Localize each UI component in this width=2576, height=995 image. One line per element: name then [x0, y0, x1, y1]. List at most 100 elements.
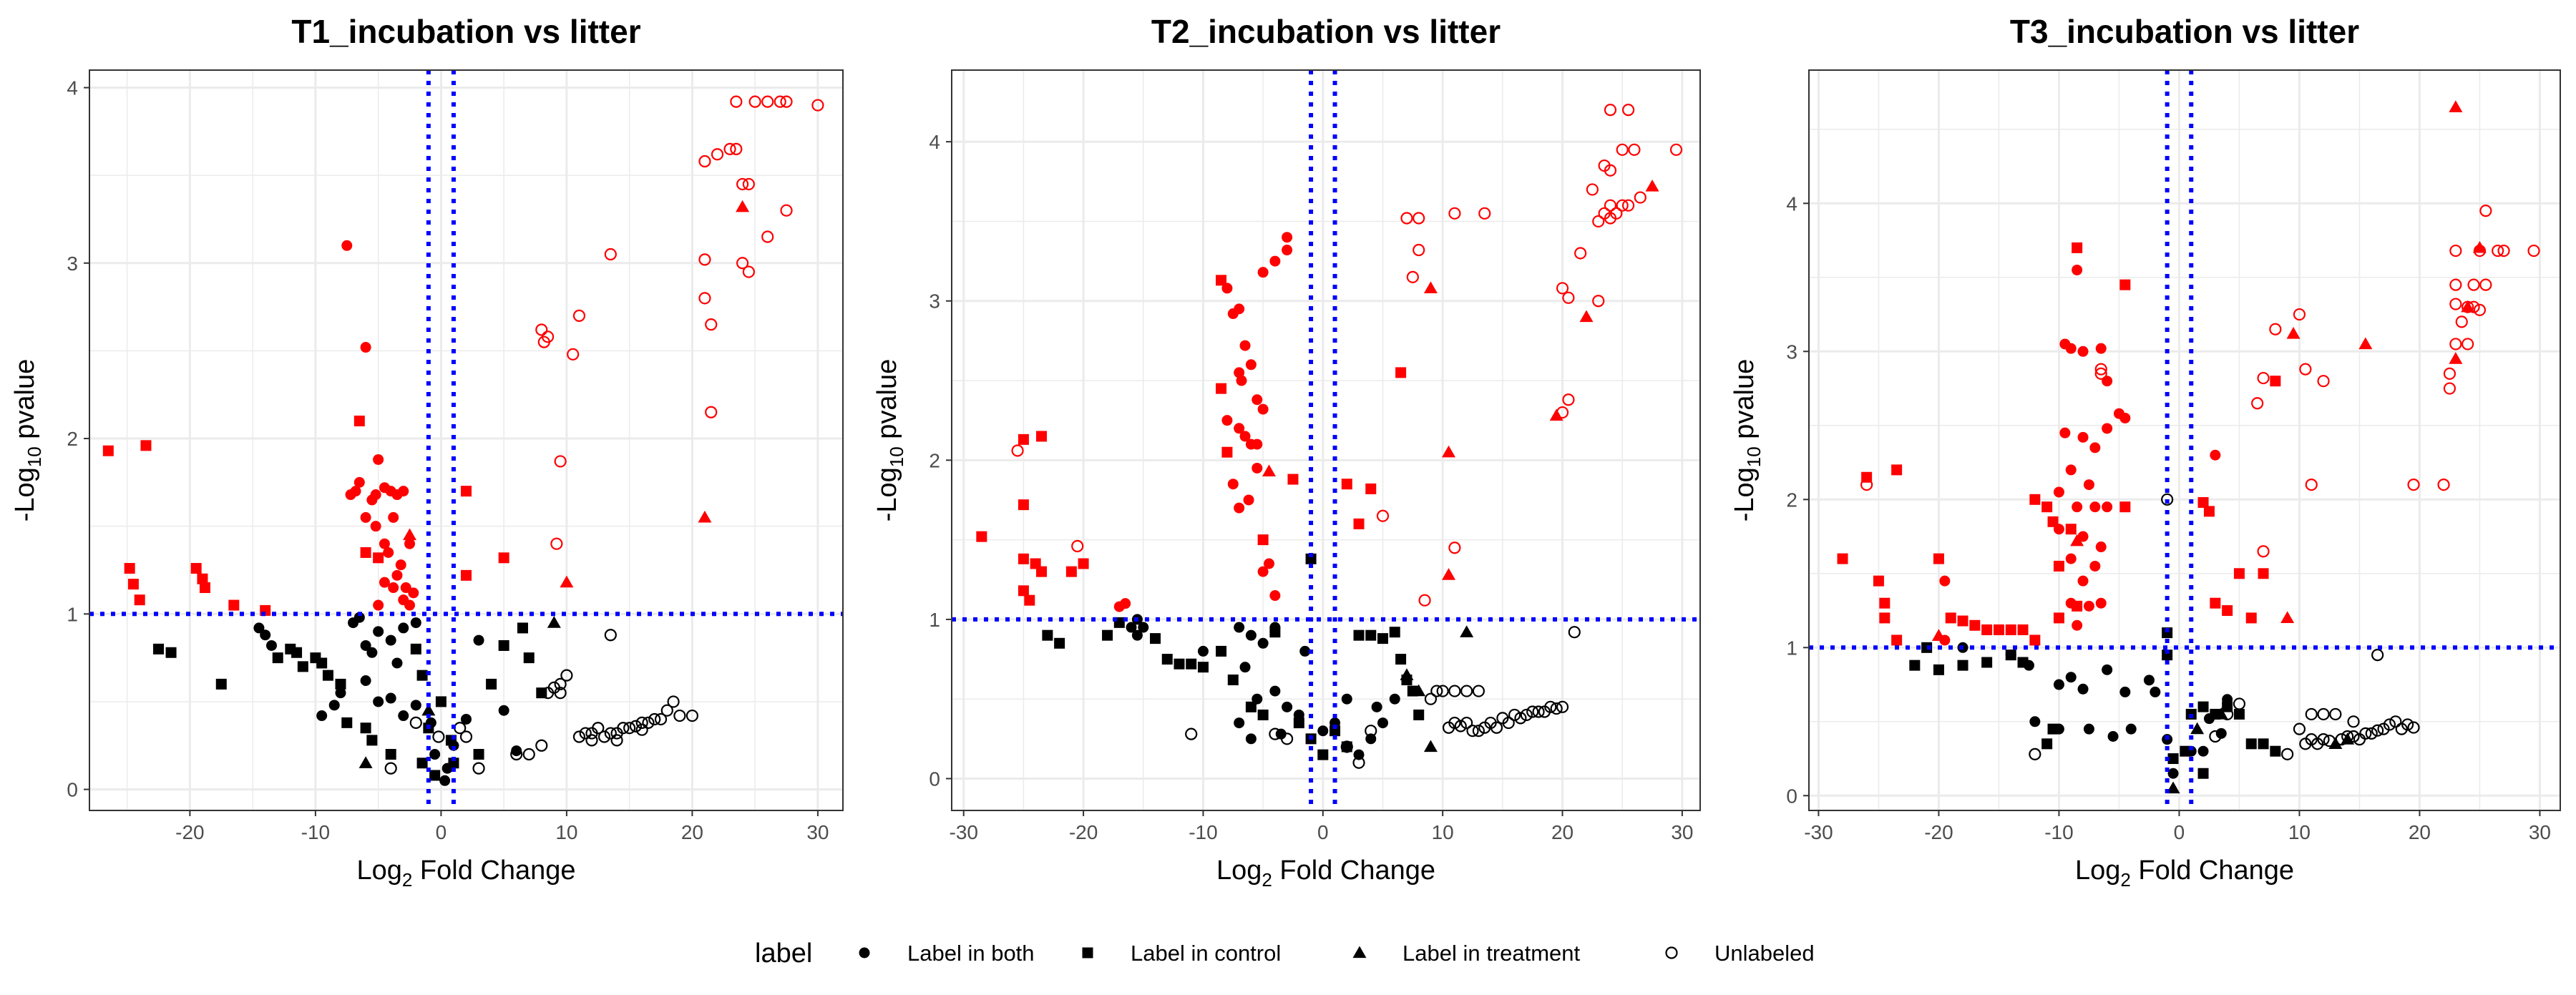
data-point — [560, 669, 573, 682]
data-point — [1945, 612, 1956, 624]
data-point — [2449, 298, 2462, 310]
data-point — [1239, 431, 1251, 442]
data-point — [2095, 343, 2107, 354]
data-point — [341, 240, 353, 251]
data-point — [2083, 479, 2094, 491]
data-point — [1245, 629, 1257, 641]
data-point — [2329, 707, 2342, 721]
data-point — [388, 582, 399, 594]
data-point — [579, 727, 592, 740]
data-point — [1257, 534, 1269, 546]
panel-border — [1808, 69, 2561, 811]
data-point — [673, 709, 686, 722]
data-point — [409, 716, 422, 729]
data-point — [1282, 701, 1293, 712]
data-point — [2323, 735, 2336, 748]
data-point — [2467, 300, 2480, 313]
data-point — [2197, 745, 2209, 757]
data-point — [1185, 727, 1198, 740]
data-point — [439, 775, 451, 786]
data-point — [429, 749, 441, 760]
data-point — [1126, 622, 1137, 633]
data-point — [1628, 143, 1641, 156]
volcano-panel-2: -30 -20 -10 0 10 20 30 0 1 2 3 4 T2_incubation vs li… — [872, 13, 1701, 891]
data-point — [2089, 501, 2101, 513]
x-tick-label: -10 — [2044, 821, 2073, 843]
data-point — [272, 652, 283, 664]
data-point — [1352, 756, 1365, 769]
data-point — [2341, 730, 2354, 743]
data-point — [604, 727, 617, 740]
data-point — [1262, 464, 1277, 477]
data-point — [1423, 740, 1438, 753]
data-point — [1269, 627, 1281, 638]
series-square — [102, 416, 547, 781]
data-point — [730, 95, 743, 108]
data-point — [2070, 534, 2084, 546]
data-point — [2437, 478, 2450, 491]
data-point — [1621, 199, 1635, 212]
data-point — [1317, 749, 1329, 760]
data-point — [1269, 727, 1282, 740]
series-square — [1837, 242, 2281, 779]
data-point — [1514, 712, 1527, 725]
data-point — [698, 155, 711, 168]
x-tick-label: -20 — [175, 821, 204, 843]
data-point — [1957, 660, 1968, 671]
data-point — [2119, 501, 2131, 513]
data-point — [2233, 697, 2246, 710]
data-point — [391, 657, 403, 669]
data-point — [610, 734, 623, 747]
data-point — [472, 762, 485, 775]
data-point — [358, 756, 373, 768]
data-point — [2281, 748, 2294, 760]
data-point — [1257, 566, 1269, 577]
data-point — [2443, 382, 2457, 395]
data-point — [410, 643, 421, 655]
data-point — [404, 538, 416, 549]
x-tick-label: -10 — [1189, 821, 1217, 843]
y-axis-label: -Log10 pvalue — [872, 359, 907, 522]
data-point — [1412, 684, 1426, 697]
data-point — [1227, 479, 1239, 490]
data-point — [1161, 654, 1173, 665]
data-point — [360, 511, 371, 523]
data-point — [2305, 478, 2318, 491]
data-point — [498, 705, 509, 716]
data-point — [1102, 629, 1113, 641]
data-point — [742, 177, 755, 191]
data-point — [2107, 731, 2119, 742]
data-point — [486, 678, 497, 690]
legend-item: Label in control — [1082, 941, 1281, 966]
data-point — [567, 348, 580, 361]
data-point — [723, 142, 736, 155]
data-point — [1478, 207, 1491, 220]
data-point — [127, 579, 139, 590]
data-point — [360, 722, 371, 734]
data-point — [1245, 359, 1257, 371]
y-tick-label: 4 — [929, 131, 940, 153]
data-point — [1120, 598, 1131, 609]
panel-border — [89, 69, 844, 811]
legend-label: Label in control — [1131, 941, 1281, 966]
panel-background — [1809, 70, 2560, 810]
data-point — [1042, 629, 1053, 641]
data-point — [2143, 675, 2155, 686]
data-point — [1969, 619, 1981, 631]
data-point — [1036, 566, 1048, 577]
data-point — [1317, 725, 1329, 737]
data-point — [2270, 376, 2281, 387]
data-point — [1579, 310, 1594, 323]
data-point — [1234, 622, 1245, 633]
data-point — [774, 95, 786, 108]
data-point — [260, 629, 271, 641]
data-point — [373, 626, 384, 637]
data-point — [341, 717, 353, 728]
data-point — [2233, 568, 2245, 579]
data-point — [2077, 431, 2089, 443]
data-point — [473, 749, 484, 760]
data-point — [2053, 560, 2064, 572]
data-point — [1234, 303, 1245, 315]
data-point — [316, 657, 328, 669]
data-point — [384, 762, 397, 775]
